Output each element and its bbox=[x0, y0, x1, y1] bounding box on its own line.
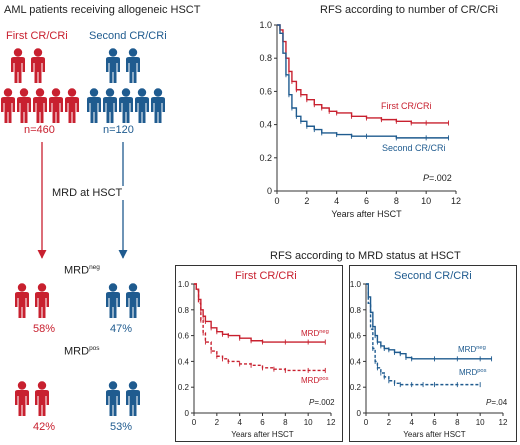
x-tick-label: 8 bbox=[455, 418, 460, 427]
y-tick-label: 0.8 bbox=[178, 306, 190, 315]
mrd-neg-label: MRDneg bbox=[64, 264, 100, 277]
y-tick-label: 0.8 bbox=[350, 306, 362, 315]
x-tick-label: 12 bbox=[327, 418, 336, 427]
y-tick-label: 0.4 bbox=[350, 357, 362, 366]
chart-bottom-title: RFS according to MRD status at HSCT bbox=[270, 250, 461, 262]
y-tick-label: 0 bbox=[267, 186, 272, 196]
x-axis-label: Years after HSCT bbox=[403, 430, 466, 439]
mrd-pos-second-pct: 53% bbox=[110, 421, 133, 433]
x-tick-label: 2 bbox=[215, 418, 220, 427]
panel-second-title: Second CR/CRi bbox=[394, 270, 472, 282]
chart-top-title: RFS according to number of CR/CRi bbox=[320, 4, 498, 16]
mrd-at-hsct-label: MRD at HSCT bbox=[50, 186, 125, 200]
x-tick-label: 12 bbox=[451, 196, 461, 206]
x-tick-label: 6 bbox=[432, 418, 437, 427]
x-tick-label: 10 bbox=[421, 196, 431, 206]
y-tick-label: 1.0 bbox=[178, 280, 190, 289]
y-tick-label: 0.2 bbox=[259, 153, 272, 163]
x-tick-label: 12 bbox=[499, 418, 508, 427]
mrd-neg-second-pct: 47% bbox=[110, 323, 133, 335]
p-value: P=.002 bbox=[423, 173, 452, 183]
series-label: First CR/CRi bbox=[381, 101, 432, 111]
series-label: MRDpos bbox=[459, 368, 487, 377]
x-tick-label: 0 bbox=[274, 196, 279, 206]
mrd-pos-first-pct: 42% bbox=[33, 421, 56, 433]
km-series-1 bbox=[194, 283, 326, 372]
p-value: P=.002 bbox=[309, 398, 335, 407]
y-tick-label: 0.6 bbox=[259, 86, 272, 96]
chart-frame-second bbox=[349, 265, 517, 442]
y-tick-label: 0.4 bbox=[259, 120, 272, 130]
x-tick-label: 10 bbox=[304, 418, 313, 427]
series-label: Second CR/CRi bbox=[382, 143, 446, 153]
x-tick-label: 2 bbox=[304, 196, 309, 206]
y-tick-label: 0 bbox=[357, 409, 362, 418]
km-series-1 bbox=[277, 24, 449, 139]
group-second-label: Second CR/CRi bbox=[89, 30, 167, 42]
mrd-pos-label: MRDpos bbox=[64, 345, 100, 358]
x-tick-label: 0 bbox=[192, 418, 197, 427]
n-second: n=120 bbox=[103, 124, 134, 136]
x-tick-label: 6 bbox=[260, 418, 265, 427]
series-label: MRDneg bbox=[301, 329, 329, 338]
series-label: MRDpos bbox=[301, 376, 329, 385]
n-first: n=460 bbox=[24, 124, 55, 136]
panel-first-title: First CR/CRi bbox=[235, 270, 297, 282]
x-tick-label: 0 bbox=[364, 418, 369, 427]
y-tick-label: 1.0 bbox=[350, 280, 362, 289]
y-tick-label: 0.2 bbox=[350, 383, 362, 392]
mrd-neg-first-pct: 58% bbox=[33, 323, 56, 335]
y-tick-label: 0.6 bbox=[350, 332, 362, 341]
x-tick-label: 8 bbox=[283, 418, 288, 427]
y-tick-label: 0.4 bbox=[178, 357, 190, 366]
y-tick-label: 0.8 bbox=[259, 53, 272, 63]
x-tick-label: 6 bbox=[364, 196, 369, 206]
x-tick-label: 10 bbox=[476, 418, 485, 427]
y-tick-label: 0 bbox=[185, 409, 190, 418]
y-tick-label: 1.0 bbox=[259, 20, 272, 30]
x-tick-label: 2 bbox=[387, 418, 392, 427]
y-tick-label: 0.6 bbox=[178, 332, 190, 341]
x-tick-label: 8 bbox=[394, 196, 399, 206]
series-label: MRDneg bbox=[458, 345, 486, 354]
diagram-title: AML patients receiving allogeneic HSCT bbox=[4, 4, 201, 16]
chart-frame-first bbox=[175, 265, 343, 442]
p-value: P=.04 bbox=[486, 398, 508, 407]
group-first-label: First CR/CRi bbox=[6, 30, 68, 42]
x-tick-label: 4 bbox=[409, 418, 414, 427]
y-tick-label: 0.2 bbox=[178, 383, 190, 392]
x-axis-label: Years after HSCT bbox=[231, 430, 294, 439]
x-axis-label: Years after HSCT bbox=[331, 209, 402, 219]
x-tick-label: 4 bbox=[334, 196, 339, 206]
km-series-1 bbox=[366, 283, 481, 386]
x-tick-label: 4 bbox=[237, 418, 242, 427]
